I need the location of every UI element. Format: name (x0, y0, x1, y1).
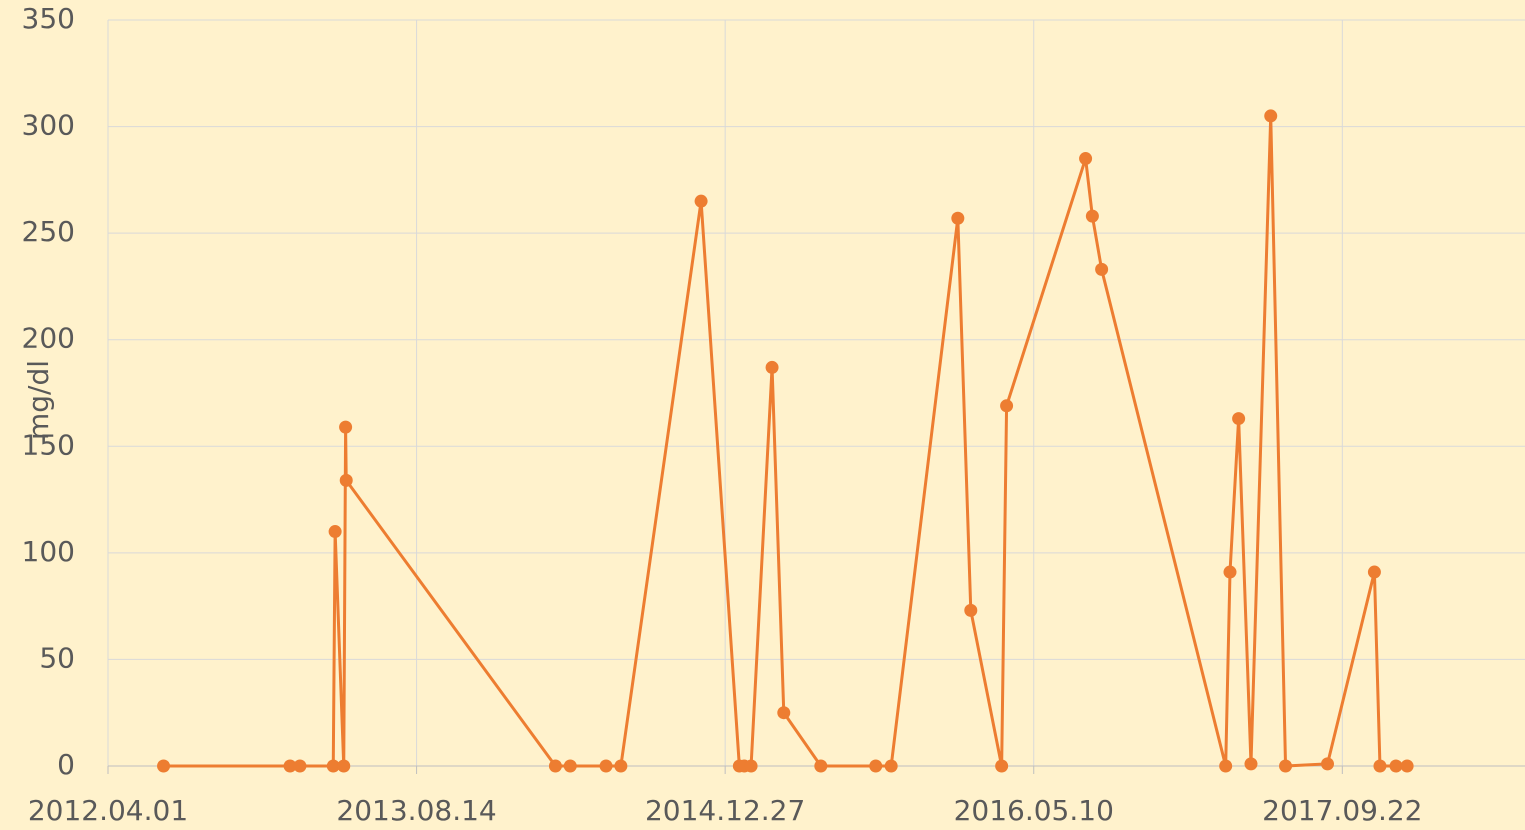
y-tick-label: 50 (39, 641, 75, 674)
data-point (1223, 565, 1237, 579)
data-point (1219, 759, 1233, 773)
data-point (599, 759, 613, 773)
data-point (1373, 759, 1387, 773)
data-point (283, 759, 297, 773)
data-point (1095, 262, 1109, 276)
y-tick-label: 0 (57, 748, 75, 781)
data-point (157, 759, 171, 773)
y-tick-label: 150 (22, 428, 75, 461)
data-point (1244, 757, 1258, 771)
data-point (765, 360, 779, 374)
y-tick-label: 100 (22, 535, 75, 568)
data-point (1000, 399, 1014, 413)
data-point (869, 759, 883, 773)
data-point (614, 759, 628, 773)
data-point (1232, 412, 1246, 426)
data-point (1264, 109, 1278, 123)
data-point (1367, 565, 1381, 579)
data-point (964, 603, 978, 617)
data-point (1400, 759, 1414, 773)
y-tick-label: 250 (22, 215, 75, 248)
y-tick-label: 350 (22, 2, 75, 35)
data-point (548, 759, 562, 773)
x-tick-label: 2012.04.01 (28, 794, 188, 827)
data-point (1321, 757, 1335, 771)
data-point (884, 759, 898, 773)
y-tick-label: 300 (22, 109, 75, 142)
data-point (1279, 759, 1293, 773)
data-point (293, 759, 307, 773)
data-point (951, 211, 965, 225)
x-tick-label: 2013.08.14 (336, 794, 496, 827)
y-axis-label: mg/dl (22, 360, 55, 440)
data-point (814, 759, 828, 773)
data-point (337, 759, 351, 773)
x-tick-label: 2016.05.10 (954, 794, 1114, 827)
data-point (744, 759, 758, 773)
data-point (326, 759, 340, 773)
data-point (1085, 209, 1099, 223)
data-point (563, 759, 577, 773)
data-point (339, 473, 353, 487)
x-tick-label: 2014.12.27 (645, 794, 805, 827)
data-point (1079, 152, 1093, 166)
data-point (995, 759, 1009, 773)
data-point (339, 420, 353, 434)
data-point (328, 525, 342, 539)
data-point (694, 194, 708, 208)
data-point (777, 706, 791, 720)
data-point (1389, 759, 1403, 773)
x-tick-label: 2017.09.22 (1262, 794, 1422, 827)
y-tick-label: 200 (22, 322, 75, 355)
